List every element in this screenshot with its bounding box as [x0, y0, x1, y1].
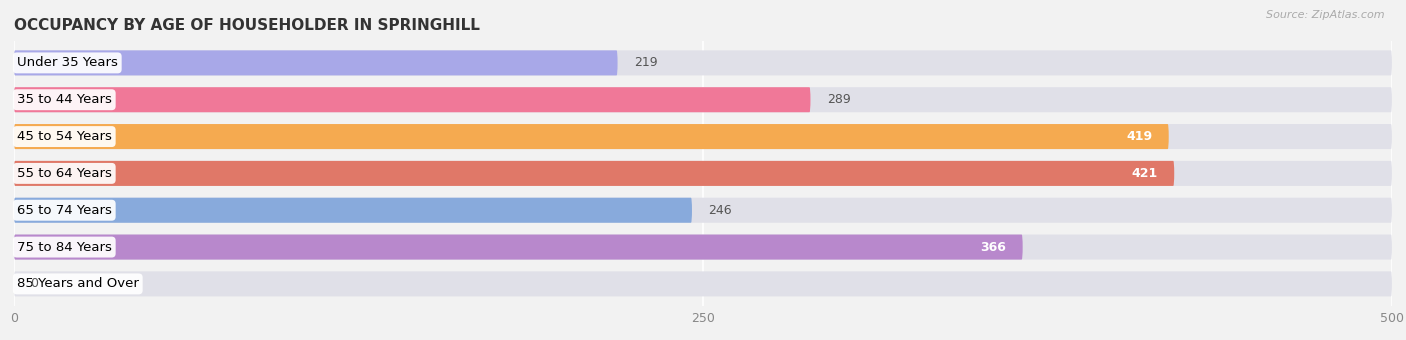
Text: 85 Years and Over: 85 Years and Over — [17, 277, 139, 290]
FancyBboxPatch shape — [14, 50, 1392, 75]
Text: Source: ZipAtlas.com: Source: ZipAtlas.com — [1267, 10, 1385, 20]
FancyBboxPatch shape — [14, 124, 1392, 149]
Text: 246: 246 — [709, 204, 733, 217]
Text: OCCUPANCY BY AGE OF HOUSEHOLDER IN SPRINGHILL: OCCUPANCY BY AGE OF HOUSEHOLDER IN SPRIN… — [14, 18, 479, 33]
Text: Under 35 Years: Under 35 Years — [17, 56, 118, 69]
FancyBboxPatch shape — [14, 87, 810, 112]
Text: 0: 0 — [31, 277, 38, 290]
FancyBboxPatch shape — [14, 87, 1392, 112]
FancyBboxPatch shape — [14, 161, 1392, 186]
FancyBboxPatch shape — [14, 235, 1022, 260]
FancyBboxPatch shape — [14, 198, 1392, 223]
Text: 35 to 44 Years: 35 to 44 Years — [17, 93, 111, 106]
Text: 219: 219 — [634, 56, 658, 69]
Text: 289: 289 — [827, 93, 851, 106]
Text: 55 to 64 Years: 55 to 64 Years — [17, 167, 111, 180]
FancyBboxPatch shape — [14, 50, 617, 75]
Text: 45 to 54 Years: 45 to 54 Years — [17, 130, 111, 143]
Text: 419: 419 — [1126, 130, 1152, 143]
FancyBboxPatch shape — [14, 271, 1392, 296]
Text: 65 to 74 Years: 65 to 74 Years — [17, 204, 111, 217]
FancyBboxPatch shape — [14, 235, 1392, 260]
FancyBboxPatch shape — [14, 124, 1168, 149]
Text: 75 to 84 Years: 75 to 84 Years — [17, 241, 111, 254]
Text: 366: 366 — [980, 241, 1007, 254]
FancyBboxPatch shape — [14, 198, 692, 223]
Text: 421: 421 — [1132, 167, 1157, 180]
FancyBboxPatch shape — [14, 161, 1174, 186]
